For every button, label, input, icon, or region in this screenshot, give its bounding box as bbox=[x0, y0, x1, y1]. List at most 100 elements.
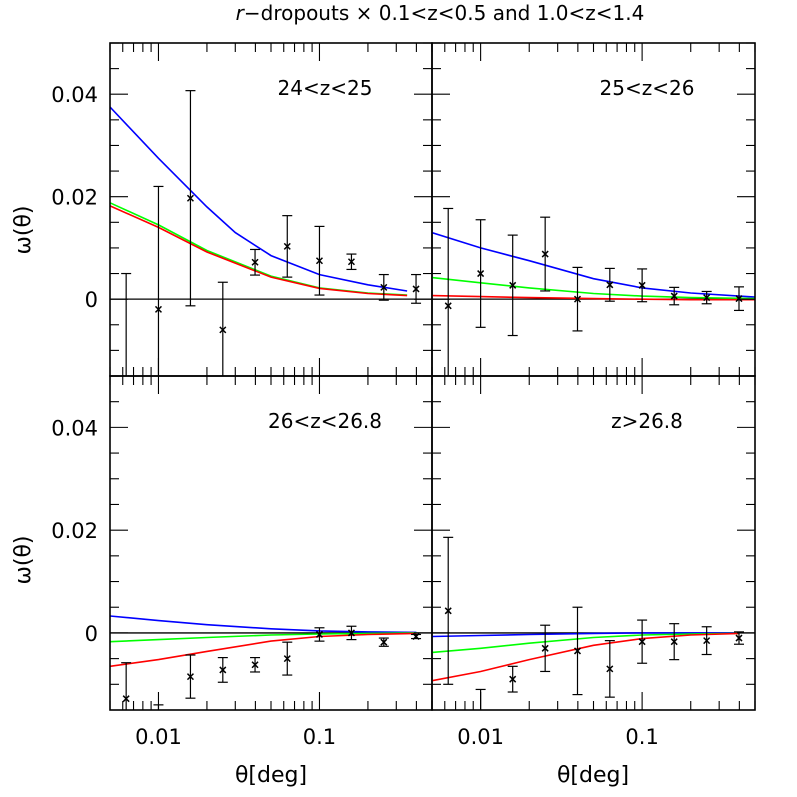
point-marker bbox=[380, 283, 388, 291]
panel-label: 25<z<26 bbox=[600, 76, 695, 100]
point-marker bbox=[541, 250, 549, 258]
data-point bbox=[217, 281, 228, 376]
point-marker bbox=[283, 242, 291, 250]
point-marker bbox=[606, 665, 614, 673]
point-marker bbox=[283, 655, 291, 663]
model-curve-3 bbox=[432, 632, 740, 682]
point-marker bbox=[219, 326, 227, 334]
point-marker bbox=[703, 294, 711, 302]
panel-2: 25<z<26 bbox=[431, 42, 756, 377]
point-marker bbox=[606, 281, 614, 289]
panel-1: 24<z<25 0 0.02 0.04 bbox=[51, 42, 433, 377]
data-point bbox=[604, 640, 615, 698]
point-marker bbox=[573, 295, 582, 303]
data-points bbox=[121, 625, 422, 710]
y-tick-label: 0 bbox=[85, 622, 98, 646]
y-tick-label: 0.04 bbox=[51, 416, 98, 440]
title-rest: −dropouts × 0.1<z<0.5 and 1.0<z<1.4 bbox=[244, 1, 644, 25]
point-marker bbox=[412, 632, 420, 641]
model-curve-3 bbox=[110, 632, 417, 668]
data-point bbox=[507, 234, 518, 337]
point-marker bbox=[477, 270, 485, 278]
panel-label: 24<z<25 bbox=[278, 76, 373, 100]
point-marker bbox=[251, 258, 259, 266]
data-point bbox=[411, 632, 422, 641]
point-marker bbox=[444, 607, 452, 615]
model-curve-1 bbox=[110, 615, 417, 634]
x-tick-label: 0.01 bbox=[457, 725, 504, 749]
point-marker bbox=[444, 302, 452, 310]
point-marker bbox=[219, 666, 227, 674]
data-point bbox=[314, 627, 325, 642]
data-point bbox=[637, 619, 648, 664]
point-marker bbox=[380, 638, 388, 646]
data-point bbox=[540, 624, 551, 673]
panel-3: 26<z<26.8 0 0.02 0.04 0.01 0.1 bbox=[51, 375, 433, 749]
data-point bbox=[669, 623, 680, 661]
data-point bbox=[733, 631, 744, 645]
data-point bbox=[378, 637, 389, 647]
data-point bbox=[282, 641, 293, 676]
point-marker bbox=[186, 194, 194, 202]
x-tick-label: 0.1 bbox=[625, 725, 658, 749]
model-curve-2 bbox=[110, 632, 417, 643]
y-axis-label: ω(θ) bbox=[11, 205, 36, 254]
data-point bbox=[121, 272, 132, 376]
point-marker bbox=[670, 638, 678, 646]
data-point bbox=[282, 215, 293, 278]
model-curve-3 bbox=[110, 205, 408, 297]
point-marker bbox=[573, 647, 582, 655]
title-prefix: r bbox=[236, 1, 246, 25]
data-point bbox=[701, 290, 712, 305]
point-marker bbox=[315, 257, 323, 265]
y-tick-label: 0.02 bbox=[51, 186, 98, 210]
data-point bbox=[153, 185, 164, 376]
data-point bbox=[185, 90, 196, 307]
model-curve-1 bbox=[432, 632, 740, 638]
model-curves bbox=[432, 632, 740, 682]
data-points bbox=[121, 90, 422, 376]
data-point bbox=[604, 267, 615, 302]
point-marker bbox=[412, 285, 420, 293]
data-point bbox=[121, 662, 132, 710]
data-points bbox=[443, 207, 744, 376]
axis-ticks bbox=[431, 375, 756, 710]
model-curves bbox=[110, 106, 408, 297]
data-point bbox=[443, 207, 454, 376]
point-marker bbox=[735, 634, 743, 642]
data-point bbox=[346, 253, 357, 271]
panel-label: z>26.8 bbox=[611, 409, 683, 433]
point-marker bbox=[509, 281, 517, 289]
point-marker bbox=[509, 675, 517, 683]
y-axis-label: ω(θ) bbox=[11, 535, 36, 584]
point-marker bbox=[670, 292, 678, 300]
panel-label: 26<z<26.8 bbox=[268, 409, 382, 433]
point-marker bbox=[638, 281, 646, 289]
data-point bbox=[250, 248, 261, 276]
point-marker bbox=[154, 305, 162, 313]
data-points bbox=[443, 536, 744, 710]
data-point bbox=[637, 268, 648, 303]
data-point bbox=[572, 606, 583, 696]
x-tick-label: 0.01 bbox=[135, 725, 182, 749]
point-marker bbox=[541, 644, 549, 652]
point-marker bbox=[186, 673, 194, 681]
data-point bbox=[701, 626, 712, 656]
x-axis-label: θ[deg] bbox=[557, 763, 629, 788]
x-axis-label: θ[deg] bbox=[235, 763, 307, 788]
model-curves bbox=[110, 615, 417, 668]
point-marker bbox=[251, 661, 259, 669]
panel-frame bbox=[431, 375, 756, 711]
axis-ticks bbox=[109, 42, 433, 376]
data-point bbox=[346, 625, 357, 641]
point-marker bbox=[122, 695, 130, 703]
point-marker bbox=[347, 258, 355, 266]
y-tick-label: 0.02 bbox=[51, 519, 98, 543]
point-marker bbox=[347, 629, 355, 637]
figure-title: r−dropouts × 0.1<z<0.5 and 1.0<z<1.4 bbox=[236, 1, 645, 25]
model-curve-1 bbox=[110, 106, 408, 292]
point-marker bbox=[315, 630, 323, 638]
point-marker bbox=[703, 637, 711, 645]
point-marker bbox=[638, 638, 646, 646]
